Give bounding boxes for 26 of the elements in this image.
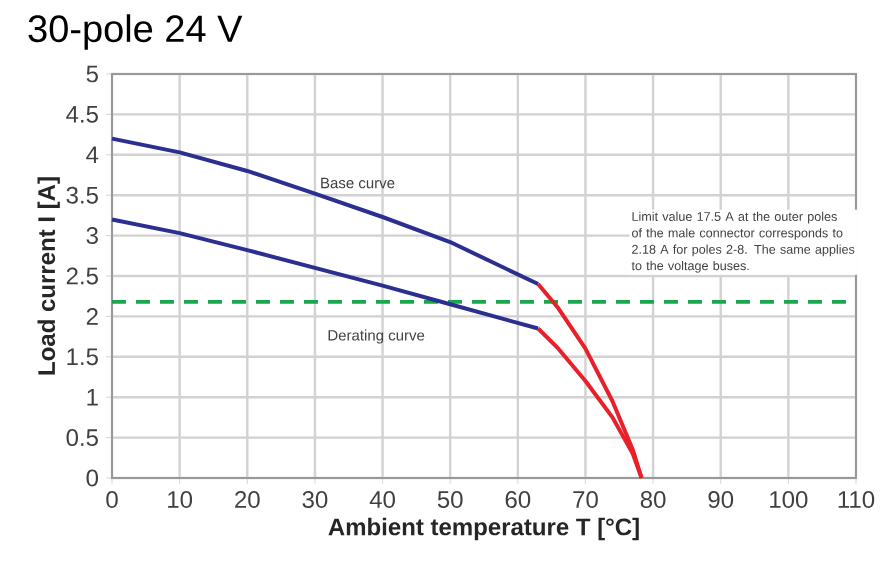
y-tick-label: 4.5 xyxy=(66,106,98,123)
x-axis-title: Ambient temperature T [°C] xyxy=(328,517,639,541)
chart-title: 30-pole 24 V xyxy=(28,14,243,50)
y-tick-label: 0.5 xyxy=(66,429,98,447)
x-tick-label: 30 xyxy=(302,491,328,509)
x-tick-label: 40 xyxy=(369,491,395,509)
y-tick-label: 2 xyxy=(86,308,98,325)
x-tick-label: 100 xyxy=(770,491,808,509)
y-tick-label: 5 xyxy=(86,65,98,83)
x-tick-label: 10 xyxy=(168,491,193,509)
y-tick-label: 1.5 xyxy=(67,348,98,366)
x-tick-label: 0 xyxy=(106,491,118,509)
x-tick-label: 80 xyxy=(640,491,666,509)
x-tick-label: 70 xyxy=(573,491,598,509)
x-tick-label: 20 xyxy=(235,491,260,509)
x-tick-label: 50 xyxy=(437,491,463,509)
x-tick-label: 60 xyxy=(505,491,531,509)
y-tick-label: 1 xyxy=(87,388,98,406)
y-tick-label: 4 xyxy=(86,146,99,164)
y-tick-label: 2.5 xyxy=(66,267,98,285)
y-tick-label: 3.5 xyxy=(66,186,98,204)
y-tick-label: 0 xyxy=(86,469,99,487)
y-axis-title: Load current I [A] xyxy=(37,177,60,375)
y-tick-label: 3 xyxy=(86,227,98,245)
x-tick-label: 90 xyxy=(708,491,734,509)
x-tick-label: 110 xyxy=(838,491,875,509)
